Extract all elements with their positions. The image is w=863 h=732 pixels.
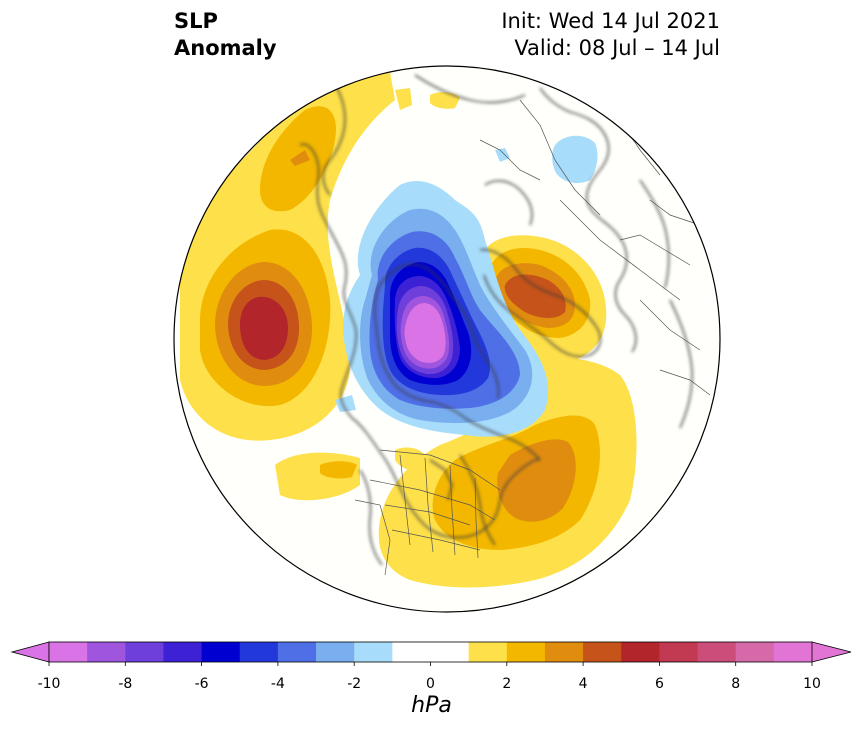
colorbar-cell [621, 642, 660, 662]
colorbar-cell [277, 642, 317, 662]
colorbar-cell [201, 642, 241, 662]
colorbar-tick-label: -2 [347, 676, 361, 690]
colorbar-cell [163, 642, 203, 662]
valid-range: Valid: 08 Jul – 14 Jul [514, 36, 720, 60]
colorbar-tick-label: 6 [655, 676, 664, 690]
polar-map [173, 65, 721, 613]
colorbar-cell [468, 642, 508, 662]
colorbar-ticks: -10 -8 -6 -4 -2 0 2 4 6 8 10 [38, 662, 821, 690]
title-line-1: SLP [174, 9, 218, 33]
init-date: Init: Wed 14 Jul 2021 [501, 9, 720, 33]
colorbar-cell [430, 642, 470, 662]
colorbar-tick-label: 8 [731, 676, 740, 690]
colorbar-tick-label: -8 [118, 676, 132, 690]
coastlines [299, 74, 693, 566]
colorbar-tick-label: 10 [803, 676, 821, 690]
colorbar-cell [316, 642, 355, 662]
colorbar-unit-label: hPa [411, 693, 452, 718]
title-line-2: Anomaly [174, 36, 277, 60]
colorbar-cell [49, 642, 88, 662]
colorbar-cell [544, 642, 584, 662]
colorbar-tick-label: -4 [271, 676, 285, 690]
colorbar-tick-label: 0 [426, 676, 435, 690]
map-title: SLP Anomaly [174, 8, 277, 62]
colorbar-extend-high [811, 641, 852, 663]
colorbar-cell [735, 642, 775, 662]
colorbar-cell [239, 642, 279, 662]
arctic-low-contours [335, 135, 598, 437]
colorbar-cell [125, 642, 164, 662]
colorbar-tick-label: 2 [502, 676, 511, 690]
colorbar-cell [354, 642, 393, 662]
colorbar-cell [506, 642, 546, 662]
colorbar-tick-label: -6 [195, 676, 209, 690]
anomaly-field [174, 66, 720, 612]
colorbar-cells [10, 641, 852, 663]
pacific-high-contours [180, 72, 460, 501]
colorbar-cell [583, 642, 622, 662]
colorbar: -10 -8 -6 -4 -2 0 2 4 6 8 10 [10, 641, 852, 690]
colorbar-cell [392, 642, 431, 662]
valid-period: Init: Wed 14 Jul 2021 Valid: 08 Jul – 14… [501, 8, 720, 62]
colorbar-tick-label: 4 [579, 676, 588, 690]
colorbar-cell [773, 642, 813, 662]
colorbar-cell [87, 642, 126, 662]
globe-outline [173, 65, 721, 613]
colorbar-cell [659, 642, 699, 662]
colorbar-extend-low [10, 641, 50, 663]
colorbar-tick-label: -10 [38, 676, 61, 690]
colorbar-cell [697, 642, 737, 662]
atlantic-high-contours [378, 235, 637, 588]
